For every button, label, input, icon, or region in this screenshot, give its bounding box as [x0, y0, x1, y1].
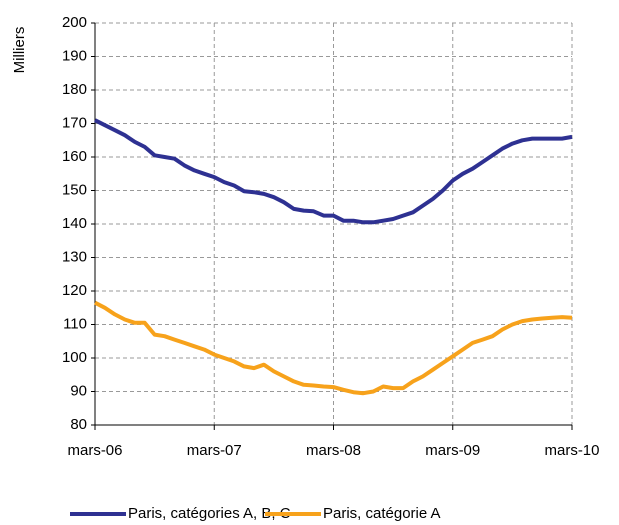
x-tick-label: mars-06	[67, 442, 122, 459]
series-line	[94, 300, 573, 396]
x-tick-label: mars-09	[425, 442, 480, 459]
x-tick-label: mars-07	[187, 442, 242, 459]
y-tick-label: 100	[62, 349, 87, 366]
y-tick-label: 130	[62, 248, 87, 265]
y-tick-label: 190	[62, 47, 87, 64]
y-tick-label: 200	[62, 14, 87, 31]
y-tick-label: 150	[62, 181, 87, 198]
y-tick-label: 80	[70, 416, 87, 433]
y-tick-label: 160	[62, 148, 87, 165]
legend-label: Paris, catégories A, B, C	[128, 505, 291, 522]
x-tick-label: mars-08	[306, 442, 361, 459]
y-axis-label: Milliers	[11, 27, 28, 74]
y-tick-label: 140	[62, 215, 87, 232]
x-tick-label: mars-10	[544, 442, 599, 459]
y-tick-label: 180	[62, 81, 87, 98]
y-tick-label: 110	[63, 315, 87, 332]
series-line	[94, 118, 573, 225]
y-tick-label: 120	[62, 282, 87, 299]
y-tick-label: 90	[70, 382, 87, 399]
y-tick-label: 170	[62, 114, 87, 131]
legend-label: Paris, catégorie A	[323, 505, 441, 522]
